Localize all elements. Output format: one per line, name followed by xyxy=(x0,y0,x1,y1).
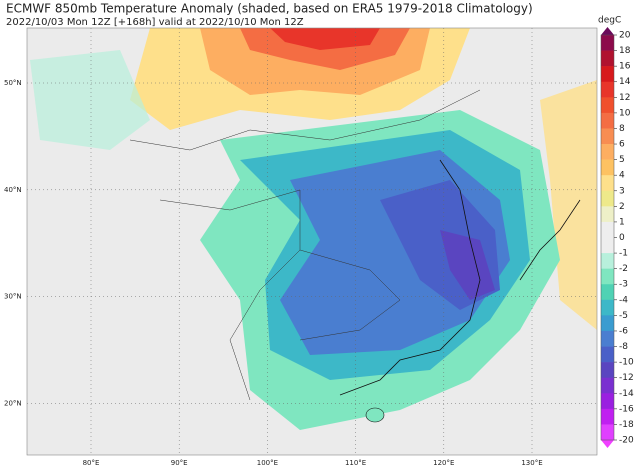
colorbar-label: -18 xyxy=(619,420,634,430)
colorbar-unit: degC xyxy=(598,16,621,26)
colorbar-label: 16 xyxy=(619,62,631,72)
colorbar-label: -6 xyxy=(619,326,628,336)
lon-label: 120°E xyxy=(433,459,454,467)
lon-label: 130°E xyxy=(521,459,542,467)
colorbar-bin xyxy=(601,237,614,254)
colorbar-label: 0 xyxy=(619,233,625,243)
colorbar-label: 18 xyxy=(619,46,631,56)
colorbar-bin xyxy=(601,253,614,269)
lat-label: 20°N xyxy=(4,399,22,407)
colorbar-label: -10 xyxy=(619,358,634,368)
map-frame xyxy=(26,27,598,456)
colorbar-bin xyxy=(601,330,614,347)
colorbar-label: -5 xyxy=(619,311,628,321)
colorbar-label: 1 xyxy=(619,217,625,227)
colorbar-bin xyxy=(601,408,614,425)
colorbar-bin xyxy=(601,221,614,238)
colorbar-extend-bottom xyxy=(601,440,614,448)
lon-label: 80°E xyxy=(83,459,100,467)
title: ECMWF 850mb Temperature Anomaly (shaded,… xyxy=(6,2,533,16)
colorbar-label: 2 xyxy=(619,202,625,212)
colorbar-bin xyxy=(601,35,614,51)
colorbar-label: 4 xyxy=(619,171,625,181)
colorbar-extend-top xyxy=(601,27,614,35)
colorbar-label: 12 xyxy=(619,93,630,103)
lat-label: 30°N xyxy=(4,293,22,301)
subtitle: 2022/10/03 Mon 12Z [+168h] valid at 2022… xyxy=(6,17,304,28)
colorbar-bin xyxy=(601,206,614,223)
colorbar-bin xyxy=(601,315,614,332)
colorbar-label: -20 xyxy=(619,436,634,446)
colorbar-bin xyxy=(601,81,614,98)
colorbar-bin xyxy=(601,128,614,145)
colorbar-label: 3 xyxy=(619,186,625,196)
lat-label: 40°N xyxy=(4,186,22,194)
colorbar-label: -8 xyxy=(619,342,628,352)
colorbar-label: 5 xyxy=(619,155,625,165)
colorbar-label: -14 xyxy=(619,389,634,399)
colorbar-label: 6 xyxy=(619,140,625,150)
map xyxy=(27,28,597,455)
colorbar-label: -1 xyxy=(619,249,628,259)
lon-label: 100°E xyxy=(257,459,278,467)
colorbar-label: -12 xyxy=(619,373,634,383)
colorbar-bin xyxy=(601,377,614,394)
colorbar-bin xyxy=(601,175,614,192)
lon-label: 90°E xyxy=(171,459,188,467)
colorbar-label: 20 xyxy=(619,31,631,41)
colorbar-label: -2 xyxy=(619,264,628,274)
lat-label: 50°N xyxy=(4,79,22,87)
colorbar-label: -16 xyxy=(619,404,634,414)
lon-label: 110°E xyxy=(345,459,366,467)
colorbar-label: 10 xyxy=(619,108,631,118)
colorbar-bin xyxy=(601,284,614,301)
colorbar-bin xyxy=(601,97,614,114)
colorbar-bin xyxy=(601,144,614,160)
colorbar-bin xyxy=(601,66,614,83)
colorbar-bin xyxy=(601,159,614,176)
colorbar-bin xyxy=(601,346,614,363)
colorbar-bin xyxy=(601,268,614,285)
colorbar-bin xyxy=(601,424,614,441)
colorbar-bin xyxy=(601,393,614,410)
colorbar-frame xyxy=(600,34,615,441)
colorbar-label: 8 xyxy=(619,124,625,134)
colorbar-bin xyxy=(601,190,614,207)
colorbar-label: 14 xyxy=(619,77,631,87)
colorbar-bin xyxy=(601,362,614,378)
colorbar-label: -3 xyxy=(619,280,628,290)
colorbar-bin xyxy=(601,299,614,316)
colorbar-bin xyxy=(601,112,614,129)
colorbar-label: -4 xyxy=(619,295,628,305)
colorbar-bin xyxy=(601,50,614,67)
